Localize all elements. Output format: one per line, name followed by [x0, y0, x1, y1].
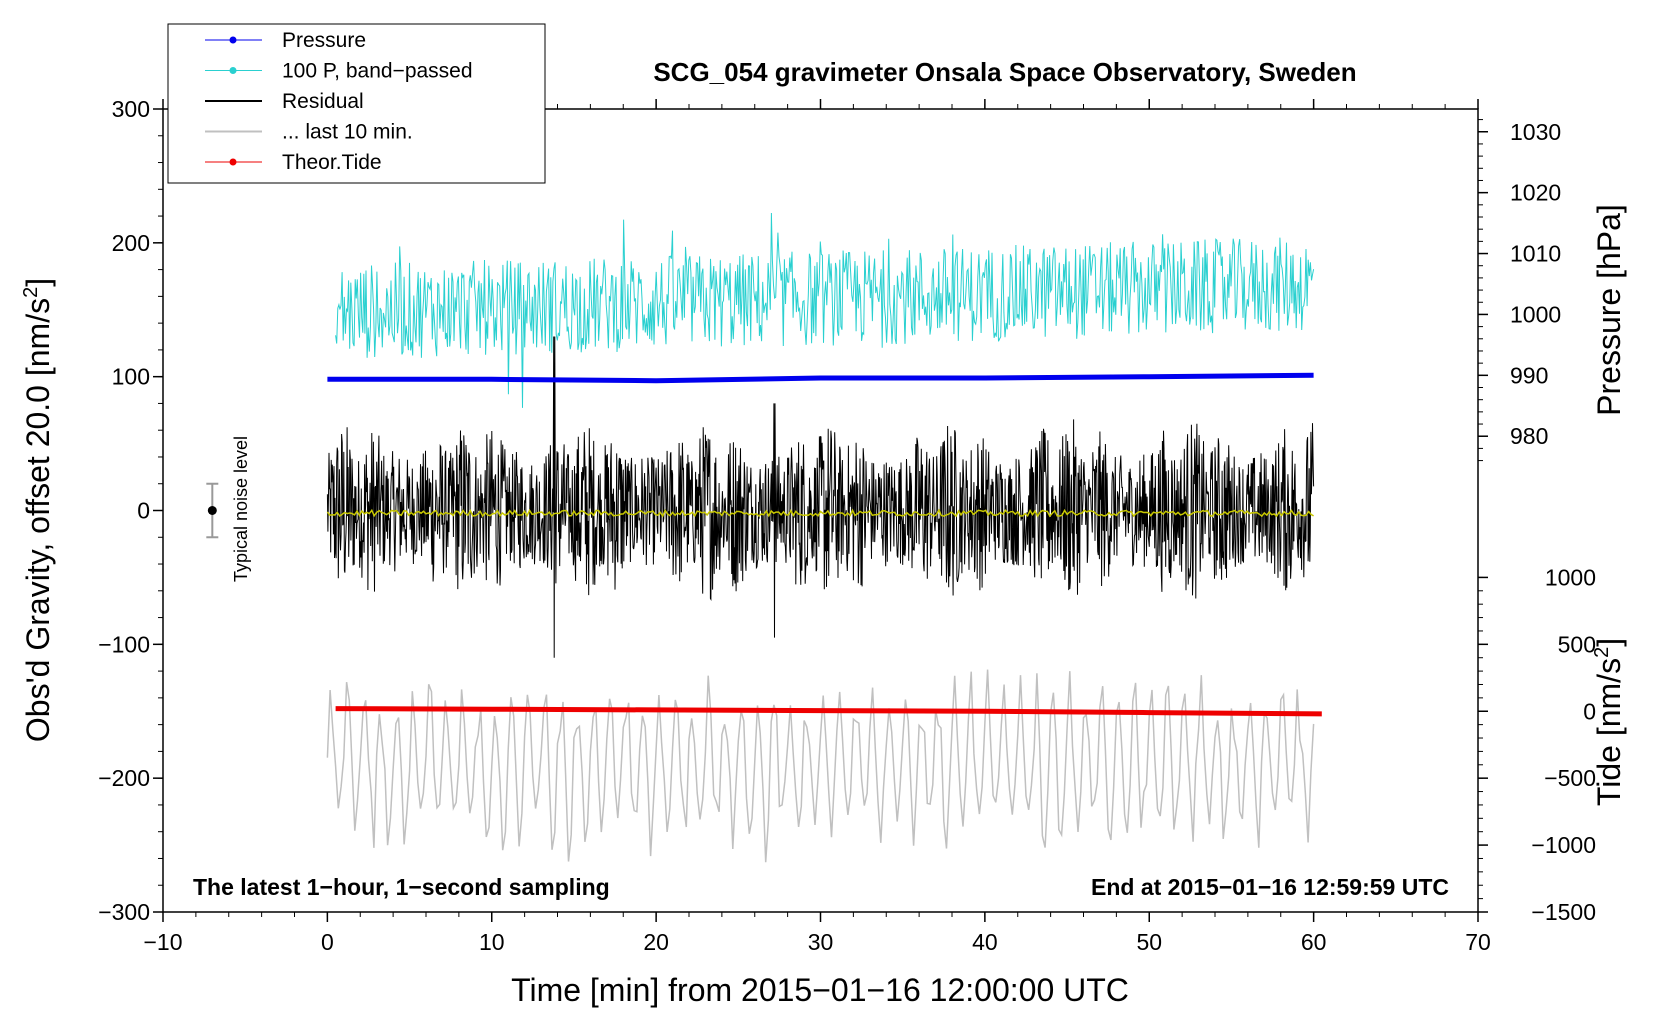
- y-axis-label-pressure: Pressure [hPa]: [1591, 204, 1627, 416]
- y-label-gravity-text: Obs'd Gravity, offset 20.0 [nm/s: [20, 298, 56, 742]
- x-tick-label-5: 40: [972, 929, 998, 955]
- noise-level-label: Typical noise level: [231, 436, 251, 582]
- series-bandpassed-pressure: [335, 212, 1315, 408]
- y-tick-label-5: −200: [98, 765, 150, 791]
- pressure-tick-label-1: 1020: [1510, 180, 1561, 206]
- tide-tick-label-0: 1000: [1545, 564, 1596, 590]
- x-axis-label: Time [min] from 2015−01−16 12:00:00 UTC: [511, 972, 1129, 1008]
- legend-label-3: ... last 10 min.: [282, 121, 413, 144]
- y-tick-label-3: 0: [137, 498, 150, 524]
- y-tick-label-1: 200: [112, 230, 150, 256]
- y-label-gravity-end: ]: [20, 278, 56, 287]
- y-label-gravity-sup: 2: [20, 287, 42, 298]
- x-tick-label-7: 60: [1301, 929, 1327, 955]
- pressure-tick-label-5: 980: [1510, 423, 1548, 449]
- series-residual-smoothed: [326, 508, 1314, 518]
- pressure-tick-label-2: 1010: [1510, 241, 1561, 267]
- annotation-end-time: End at 2015−01−16 12:59:59 UTC: [1091, 874, 1449, 900]
- y-tick-label-4: −100: [98, 631, 150, 657]
- tide-tick-label-1: 500: [1558, 631, 1596, 657]
- legend-label-4: Theor.Tide: [282, 151, 382, 174]
- tide-tick-label-4: −1000: [1531, 832, 1596, 858]
- pressure-tick-label-3: 1000: [1510, 301, 1561, 327]
- legend: Pressure 100 P, band−passed Residual ... la…: [167, 23, 546, 184]
- y-label-tide-sup: 2: [1591, 647, 1613, 658]
- y-label-tide-text: Tide [nm/s: [1591, 658, 1627, 806]
- series-last-10-min: [326, 669, 1315, 863]
- legend-label-2: Residual: [282, 90, 364, 113]
- x-tick-label-2: 10: [479, 929, 505, 955]
- y-tick-label-0: 300: [112, 96, 150, 122]
- x-tick-label-0: −10: [143, 929, 182, 955]
- x-tick-label-8: 70: [1465, 929, 1491, 955]
- legend-marker-1: [229, 67, 237, 74]
- y-tick-label-6: −300: [98, 899, 150, 925]
- x-tick-label-4: 30: [808, 929, 834, 955]
- x-tick-label-3: 20: [643, 929, 669, 955]
- axes-group: −10 0 10 20 30 40 50 60 703002001000−100−200−300…: [98, 96, 1596, 955]
- series-theoretical-tide: [335, 706, 1322, 717]
- tide-tick-label-5: −1500: [1531, 899, 1596, 925]
- legend-label-1: 100 P, band−passed: [282, 60, 473, 83]
- y-tick-label-2: 100: [112, 364, 150, 390]
- tide-tick-label-3: −500: [1544, 765, 1596, 791]
- x-tick-label-6: 50: [1136, 929, 1162, 955]
- y-axis-label-gravity: Obs'd Gravity, offset 20.0 [nm/s2]: [20, 278, 56, 742]
- series-residual: [326, 336, 1315, 658]
- x-tick-label-1: 0: [321, 929, 334, 955]
- series-pressure: [327, 372, 1314, 384]
- chart-title: SCG_054 gravimeter Onsala Space Observat…: [653, 57, 1356, 87]
- y-axis-label-tide: Tide [nm/s2]: [1591, 638, 1627, 806]
- pressure-tick-label-4: 990: [1510, 362, 1548, 388]
- legend-box: [167, 23, 546, 184]
- pressure-tick-label-0: 1030: [1510, 119, 1561, 145]
- legend-label-0: Pressure: [282, 29, 366, 52]
- noise-center-dot: [207, 506, 217, 515]
- series-group: [326, 212, 1322, 863]
- legend-marker-4: [229, 158, 237, 166]
- tide-tick-label-2: 0: [1583, 698, 1596, 724]
- annotation-sampling: The latest 1−hour, 1−second sampling: [193, 874, 610, 900]
- noise-indicator: [206, 482, 219, 539]
- legend-marker-0: [229, 36, 237, 44]
- y-label-tide-end: ]: [1591, 638, 1627, 647]
